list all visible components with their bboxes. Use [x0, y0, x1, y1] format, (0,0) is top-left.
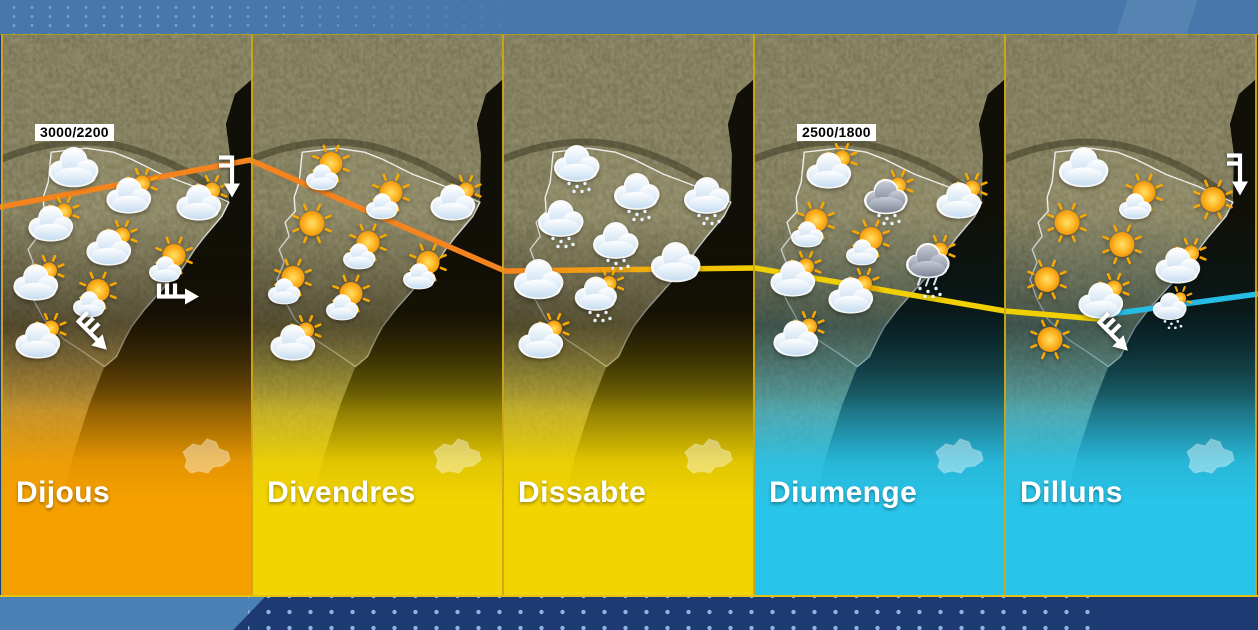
weather-icon-sun [1090, 219, 1154, 282]
forecast-panel-dissabte: Dissabte [503, 34, 754, 597]
weather-icon-cloud-sun [265, 314, 329, 379]
weather-icon-cloud [1053, 144, 1117, 207]
weather-icon-cloud-drizzle [530, 199, 594, 262]
weather-icon-sun-cloud [1111, 171, 1175, 234]
weather-icon-cloud-sun [931, 172, 995, 237]
weather-icon-sun-graycloud-drizzle [858, 169, 922, 235]
weather-icon-cloud-drizzle [585, 221, 649, 284]
weather-icon-cloud-sun [23, 195, 87, 260]
day-label: Dijous [16, 476, 111, 509]
weather-icon-sun [1015, 254, 1079, 317]
wind-barb-icon-from-northwest [1090, 309, 1136, 366]
top-band [0, 0, 1258, 34]
weather-icon-sun-cloud [65, 269, 129, 332]
weather-icon-cloud-sun [801, 142, 865, 207]
weather-icon-sun-cloud-drizzle [568, 268, 632, 334]
weather-icon-cloud [645, 239, 709, 302]
color-tint-overlay [252, 34, 503, 597]
day-label: Dissabte [518, 476, 647, 509]
mallorca-island [182, 438, 231, 474]
mallorca-island [1186, 438, 1235, 474]
weather-icon-sun-graycloud-rain [900, 234, 964, 302]
forecast-panel-divendres: Divendres [252, 34, 503, 597]
wind-barb-icon-from-northwest [69, 308, 115, 365]
weather-icon-cloud-sun [768, 310, 832, 375]
weather-icon-sun-cloud [260, 256, 324, 319]
mallorca-island [684, 438, 733, 474]
weather-icon-sun-cloud [838, 217, 902, 280]
panel-bottom-border [0, 595, 1258, 597]
color-tint-overlay [503, 34, 754, 597]
weather-icon-cloud-sun [8, 254, 72, 319]
mallorca-island [433, 438, 482, 474]
panel-separator [1, 33, 3, 597]
snow-level-label: 2500/1800 [797, 124, 876, 141]
weather-icon-cloud-sun [1150, 237, 1214, 302]
panel-separator [251, 33, 253, 597]
wind-barb-icon-from-west [154, 270, 200, 327]
weather-icon-cloud-sun [823, 267, 887, 332]
weather-icon-sun [1018, 314, 1082, 377]
mallorca-island [935, 438, 984, 474]
panel-separator [1004, 33, 1006, 597]
weather-icon-cloud-drizzle [546, 144, 610, 207]
weather-icon-sun-cloud [783, 199, 847, 262]
panel-separator [502, 33, 504, 597]
weather-icon-sun [1181, 174, 1245, 237]
day-label: Dilluns [1020, 476, 1123, 509]
weather-icon-cloud-sun [513, 312, 577, 377]
weather-icon-cloud-sun [425, 174, 489, 239]
wind-barb-icon-from-north [210, 150, 256, 207]
weather-icon-sun-cloud [298, 142, 362, 205]
weather-icon-cloud [508, 256, 572, 319]
weather-icon-cloud-sun [765, 250, 829, 315]
weather-icon-sun [1035, 197, 1099, 260]
weather-icon-cloud-drizzle [606, 172, 670, 235]
panel-separator [753, 33, 755, 597]
bottom-band [0, 597, 1258, 630]
panel-separator [1255, 33, 1257, 597]
snow-level-label: 3000/2200 [35, 124, 114, 141]
weather-icon-sun-cloud [318, 272, 382, 335]
weather-icon-cloud-drizzle [676, 176, 740, 239]
weather-icon-sun-cloud [395, 241, 459, 304]
day-label: Divendres [267, 476, 416, 509]
weather-icon-sun-cloud-drizzle [1147, 286, 1198, 338]
wind-barb-icon-from-north [1218, 148, 1258, 205]
day-label: Diumenge [769, 476, 918, 509]
panel-top-border [0, 33, 1258, 35]
weather-icon-cloud-sun [10, 312, 74, 377]
